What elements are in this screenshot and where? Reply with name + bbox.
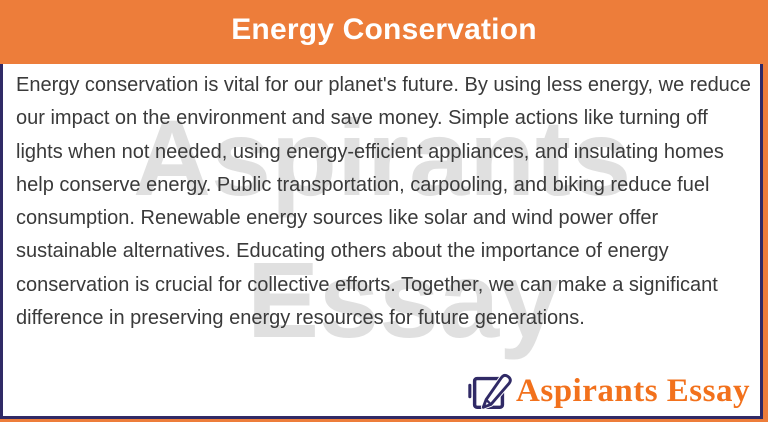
watermark-aspirants: Aspirants [133, 97, 632, 218]
brand-name: Aspirants Essay [516, 372, 750, 409]
page-title: Energy Conservation [231, 13, 537, 46]
watermark-essay: Essay [247, 239, 560, 360]
essay-header: Energy Conservation [0, 0, 768, 64]
essay-paragraph: Energy conservation is vital for our pla… [16, 74, 751, 330]
brand-logo: Aspirants Essay [466, 368, 750, 414]
essay-body-panel: Aspirants Essay Energy conservation is v… [0, 64, 763, 419]
edit-pencil-icon [468, 373, 513, 410]
